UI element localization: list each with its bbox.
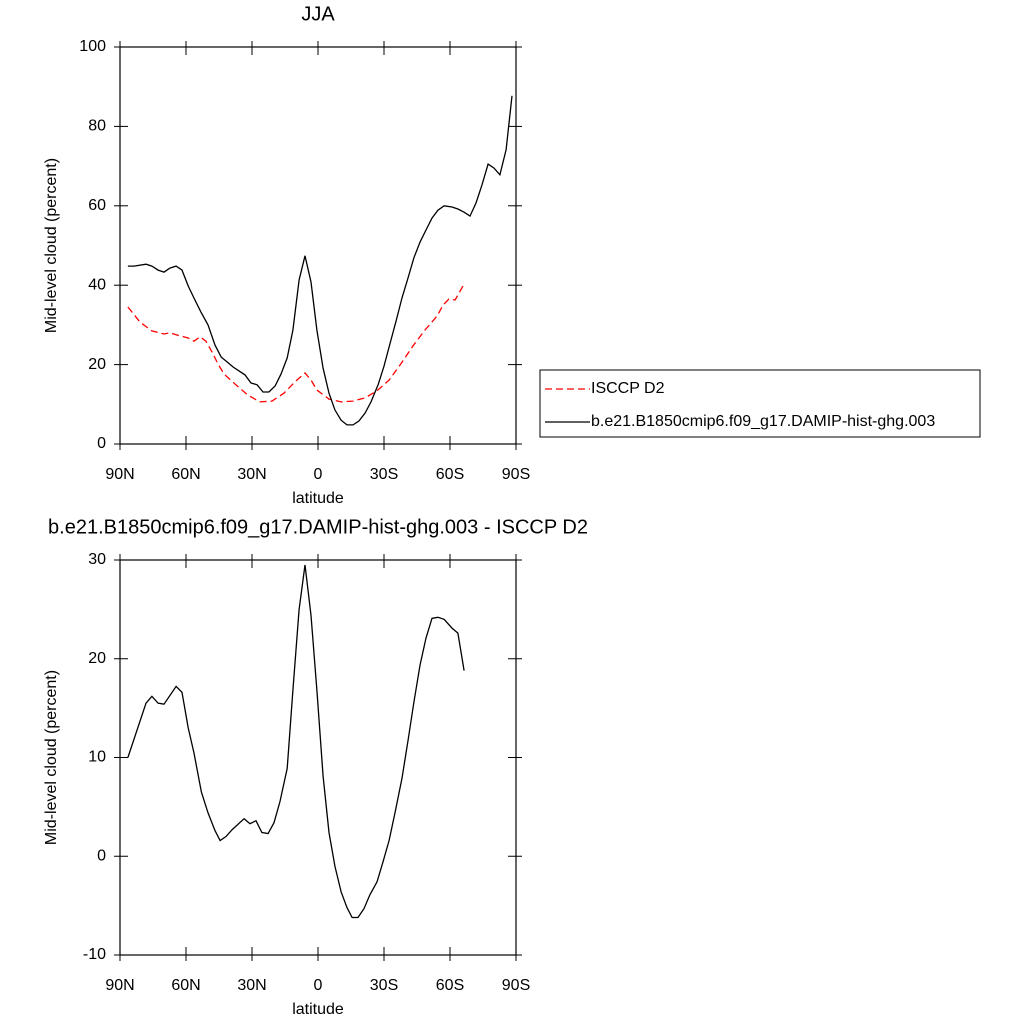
x-axis-label: latitude [292, 1001, 344, 1018]
x-tick-label: 90S [502, 977, 530, 994]
y-tick-label: 100 [79, 38, 106, 55]
x-tick-label: 0 [314, 977, 323, 994]
data-line [127, 95, 513, 426]
chart-title: b.e21.B1850cmip6.f09_g17.DAMIP-hist-ghg.… [48, 516, 588, 538]
y-axis-label: Mid-level cloud (percent) [43, 670, 60, 845]
y-tick-label: 20 [88, 650, 106, 667]
data-line [127, 283, 465, 403]
y-tick-label: 20 [88, 356, 106, 373]
legend-box [539, 369, 981, 438]
legend-label: b.e21.B1850cmip6.f09_g17.DAMIP-hist-ghg.… [591, 413, 935, 430]
x-tick-label: 0 [314, 466, 323, 483]
x-tick-label: 60N [171, 977, 200, 994]
x-tick-label: 30S [370, 466, 398, 483]
x-tick-label: 60S [436, 466, 464, 483]
x-axis-label: latitude [292, 490, 344, 507]
x-tick-label: 60S [436, 977, 464, 994]
y-tick-label: 0 [97, 435, 106, 452]
y-tick-label: -10 [83, 946, 106, 963]
x-tick-label: 30S [370, 977, 398, 994]
plot-frame [119, 559, 517, 956]
y-tick-label: 80 [88, 118, 106, 135]
y-tick-label: 0 [97, 847, 106, 864]
data-line [127, 564, 465, 919]
y-tick-label: 10 [88, 749, 106, 766]
x-tick-label: 90N [105, 466, 134, 483]
chart-title: JJA [301, 3, 335, 25]
y-axis-label: Mid-level cloud (percent) [43, 158, 60, 333]
x-tick-label: 90S [502, 466, 530, 483]
y-tick-label: 30 [88, 551, 106, 568]
x-tick-label: 60N [171, 466, 200, 483]
y-tick-label: 60 [88, 197, 106, 214]
y-tick-label: 40 [88, 276, 106, 293]
x-tick-label: 30N [237, 466, 266, 483]
plot-frame [119, 46, 517, 445]
legend-label: ISCCP D2 [591, 380, 665, 397]
x-tick-label: 30N [237, 977, 266, 994]
x-tick-label: 90N [105, 977, 134, 994]
